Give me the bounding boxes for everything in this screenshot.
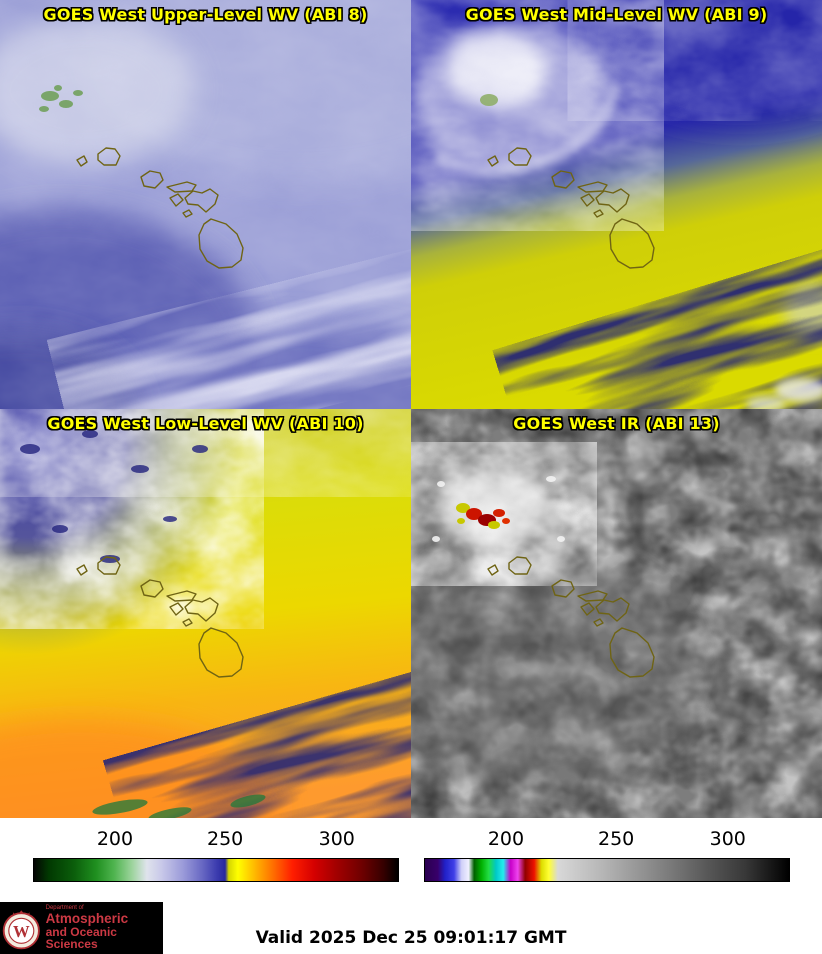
wv-colorbar-ticks: 200 250 300 (33, 828, 399, 854)
wv-colorbar: 200 250 300 (33, 828, 399, 892)
cold-cloud-top-spots (456, 503, 510, 529)
wv-colorbar-gradient (33, 858, 399, 882)
quadrant-grid: GOES West Upper-Level WV (ABI 8) (0, 0, 822, 818)
satellite-image-upper-level-wv (0, 0, 411, 409)
ir-colorbar: 200 250 300 (424, 828, 790, 892)
wv-tick-200: 200 (96, 828, 134, 850)
panel-mid-level-wv[interactable]: GOES West Mid-Level WV (ABI 9) (411, 0, 822, 409)
panel-title-mid-level-wv: GOES West Mid-Level WV (ABI 9) (465, 5, 768, 24)
satellite-image-low-level-wv (0, 409, 411, 818)
ir-tick-250: 250 (598, 828, 635, 850)
panel-low-level-wv[interactable]: GOES West Low-Level WV (ABI 10) (0, 409, 411, 818)
footer: W Department of Atmospheric and Oceanic … (0, 902, 822, 954)
uw-crest-icon: W (2, 910, 40, 950)
svg-text:W: W (13, 922, 30, 941)
satellite-image-mid-level-wv (411, 0, 822, 409)
colorbar-section: 200 250 300 200 250 300 (0, 818, 822, 902)
uw-aos-logo-text: Department of Atmospheric and Oceanic Sc… (46, 905, 163, 950)
panel-ir[interactable]: GOES West IR (ABI 13) (411, 409, 822, 818)
satellite-image-ir (411, 409, 822, 818)
uw-aos-logo[interactable]: W Department of Atmospheric and Oceanic … (0, 902, 163, 954)
ir-colorbar-ticks: 200 250 300 (424, 828, 790, 854)
dark-cloud-speckles (20, 430, 208, 563)
panel-title-low-level-wv: GOES West Low-Level WV (ABI 10) (47, 414, 364, 433)
panel-upper-level-wv[interactable]: GOES West Upper-Level WV (ABI 8) (0, 0, 411, 409)
panel-title-ir: GOES West IR (ABI 13) (513, 414, 720, 433)
valid-time: Valid 2025 Dec 25 09:01:17 GMT (255, 928, 567, 948)
green-streaks (92, 794, 266, 818)
wv-tick-300: 300 (318, 828, 355, 850)
cold-cloud-spots (39, 85, 83, 112)
wv-tick-250: 250 (207, 828, 244, 850)
ir-tick-200: 200 (487, 828, 525, 850)
logo-dept-line: Department of (45, 905, 84, 912)
ir-colorbar-gradient (424, 858, 790, 882)
logo-name-line1: Atmospheric (45, 910, 129, 926)
ir-tick-300: 300 (709, 828, 746, 850)
logo-name-line2: and Oceanic Sciences (45, 924, 117, 952)
bright-cloud-speckles (432, 476, 565, 542)
panel-title-upper-level-wv: GOES West Upper-Level WV (ABI 8) (43, 5, 368, 24)
